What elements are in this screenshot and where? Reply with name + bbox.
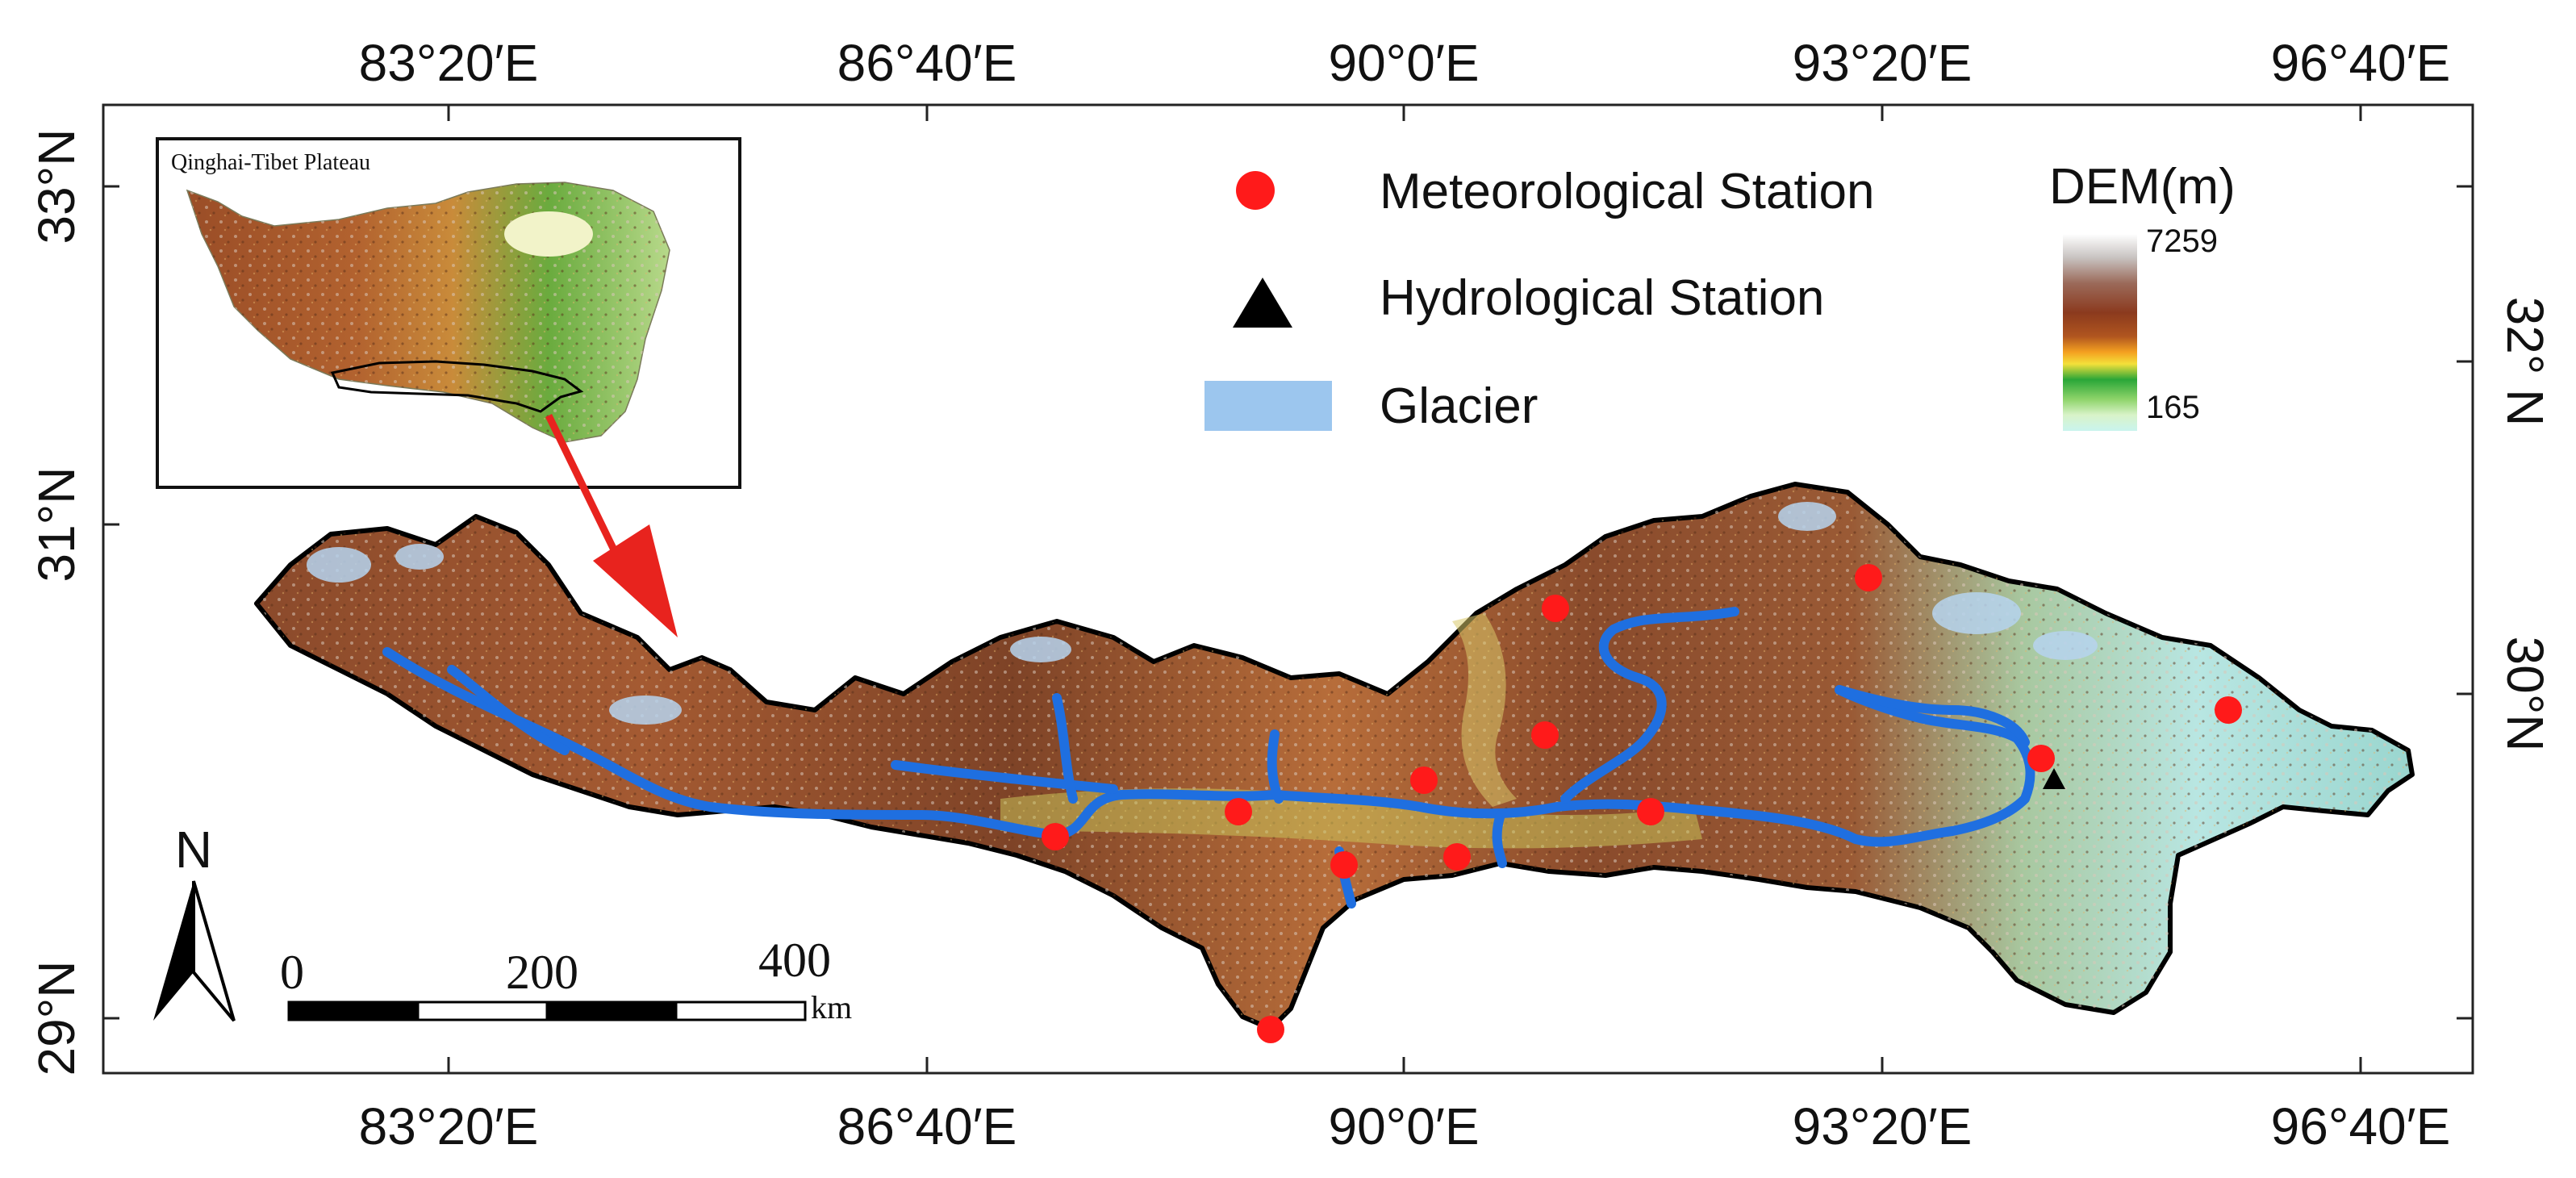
tributary [1267, 729, 1284, 804]
lon-tick-top: 93°20′E [1793, 34, 1973, 92]
lat-labels-right: 32° N 30°N [2496, 297, 2554, 752]
valley-lowland [1452, 613, 1517, 807]
scale-unit: km [811, 989, 852, 1026]
dem-min-label: 165 [2146, 390, 2200, 425]
met-station-marker [1042, 823, 1069, 850]
tributary [1835, 685, 2030, 747]
lat-tick-left: 31°N [27, 467, 86, 583]
legend-hydro-station-label: Hydrological Station [1380, 270, 1824, 326]
lat-tick-right: 30°N [2496, 637, 2554, 752]
met-station-marker [1855, 564, 1882, 591]
dem-max-label: 7259 [2146, 223, 2218, 259]
dem-title: DEM(m) [2049, 159, 2236, 215]
lat-tick-left: 33°N [27, 129, 86, 244]
north-arrow-left-half [153, 881, 194, 1021]
met-station-marker [1225, 798, 1252, 825]
terrain-texture [257, 484, 2412, 1029]
legend: Meteorological Station Hydrological Stat… [1204, 164, 1874, 434]
north-label: N [175, 821, 212, 879]
met-station-marker [1257, 1016, 1284, 1043]
tributary [891, 760, 1118, 794]
lat-labels-left: 33°N 31°N 29°N [27, 129, 86, 1076]
scale-label: 0 [280, 946, 304, 999]
lon-labels-bottom: 83°20′E 86°40′E 90°0′E 93°20′E 96°40′E [359, 1097, 2451, 1155]
lon-labels-top: 83°20′E 86°40′E 90°0′E 93°20′E 96°40′E [359, 34, 2451, 92]
basin-area [254, 482, 2415, 1031]
inset-title: Qinghai-Tibet Plateau [171, 150, 370, 175]
tributary [1052, 693, 1078, 804]
scale-bar: 0 200 400 km [280, 934, 852, 1026]
main-river [382, 647, 2035, 847]
tributary [447, 665, 570, 755]
lon-tick-bottom: 83°20′E [359, 1097, 539, 1155]
met-station-marker [1531, 721, 1559, 749]
lat-tick-left: 29°N [27, 961, 86, 1076]
inset-qaidam-basin [504, 211, 593, 257]
hydro-station-marker [2043, 768, 2065, 789]
met-station-marker [1637, 798, 1664, 825]
inset-map: Qinghai-Tibet Plateau [156, 137, 741, 489]
legend-hydro-station-symbol [1233, 278, 1292, 328]
met-station-marker [1330, 851, 1358, 879]
met-station-marker [2215, 696, 2242, 724]
legend-glacier-symbol [1204, 381, 1332, 431]
lon-tick-bottom: 90°0′E [1328, 1097, 1479, 1155]
lat-tick-right: 32° N [2496, 297, 2554, 427]
glacier-patches [307, 502, 2098, 725]
north-arrow: N [153, 821, 236, 1022]
met-station-marker [1542, 595, 1569, 622]
inset-basin-outline [330, 360, 584, 413]
met-station-marker [2027, 745, 2055, 772]
frame-ticks [103, 105, 2473, 1073]
valley-lowland [1000, 788, 1702, 849]
legend-met-station-symbol [1236, 171, 1275, 210]
dem-color-ramp [2063, 234, 2137, 431]
lon-tick-top: 83°20′E [359, 34, 539, 92]
map-frame [102, 103, 2474, 1075]
tributary [1560, 607, 1739, 804]
lon-tick-bottom: 93°20′E [1793, 1097, 1973, 1155]
met-station-marker [1443, 843, 1471, 871]
met-stations [1042, 564, 2242, 1043]
scale-label: 400 [758, 934, 831, 987]
lon-tick-top: 96°40′E [2271, 34, 2451, 92]
legend-glacier-label: Glacier [1380, 378, 1538, 434]
scale-label: 200 [506, 946, 578, 999]
rivers [382, 607, 2035, 909]
legend-met-station-label: Meteorological Station [1380, 164, 1874, 219]
tributary [1492, 810, 1507, 868]
dem-legend: DEM(m) 7259 165 [2049, 159, 2236, 431]
lon-tick-top: 86°40′E [837, 34, 1017, 92]
met-station-marker [1410, 767, 1438, 794]
locator-arrow [545, 414, 678, 637]
north-arrow-right-half [192, 880, 236, 1022]
lon-tick-bottom: 86°40′E [837, 1097, 1017, 1155]
lon-tick-top: 90°0′E [1328, 34, 1479, 92]
lon-tick-bottom: 96°40′E [2271, 1097, 2451, 1155]
